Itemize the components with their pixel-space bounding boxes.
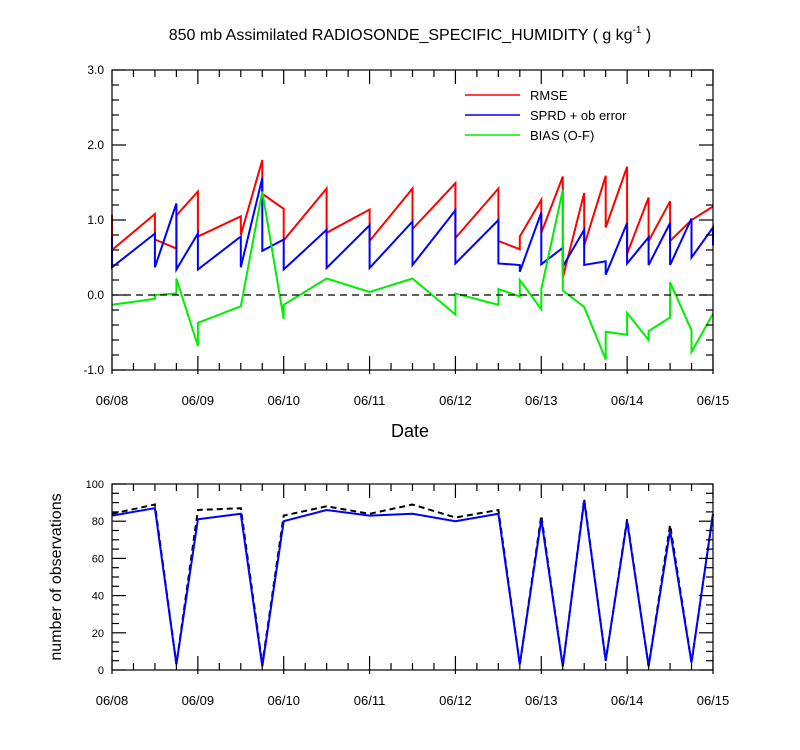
x-tick-label: 06/08 [96, 393, 129, 408]
y-tick-label: 0 [98, 665, 104, 677]
x-axis-label: Date [391, 421, 429, 441]
series-line-sprd-ob-error [111, 177, 714, 276]
legend-label: SPRD + ob error [530, 108, 627, 123]
y-tick-label: 2.0 [87, 138, 104, 152]
x-tick-label: 06/09 [182, 693, 215, 708]
y-tick-label: 80 [92, 516, 104, 528]
top-plot-frame [111, 69, 714, 371]
legend-label: BIAS (O-F) [530, 128, 594, 143]
bottom-ticks [111, 483, 714, 674]
y-axis-label-observations: number of observations [48, 493, 65, 660]
x-tick-label: 06/15 [697, 393, 730, 408]
y-tick-label: 40 [92, 591, 104, 603]
x-tick-label: 06/14 [611, 693, 644, 708]
bottom-plot-frame [111, 483, 714, 671]
x-tick-label: 06/10 [267, 693, 300, 708]
rmse-bias-panel: -1.0 0.0 1.0 2.0 3.0 06/08 06/09 06/10 06/11 06/1… [83, 63, 729, 408]
top-tick-labels: -1.0 0.0 1.0 2.0 3.0 06/08 06/09 06/10 06/11 06/1… [83, 63, 729, 408]
legend-label: RMSE [530, 88, 568, 103]
series-line-possible [111, 498, 714, 667]
chart-title: 850 mb Assimilated RADIOSONDE_SPECIFIC_H… [169, 25, 652, 44]
y-tick-label: 0.0 [87, 288, 104, 302]
bottom-tick-labels: 0 20 40 60 80 100 06/08 06/09 06/10 06/11 06/12 06/… [86, 479, 730, 708]
x-tick-label: 06/12 [439, 393, 472, 408]
y-tick-label: 60 [92, 553, 104, 565]
top-series-group [111, 159, 714, 360]
y-tick-label: 100 [86, 479, 104, 491]
series-line-assimilated [111, 500, 714, 667]
x-tick-label: 06/09 [182, 393, 215, 408]
x-tick-label: 06/14 [611, 393, 644, 408]
y-tick-label: 1.0 [87, 213, 104, 227]
bottom-series-group [111, 498, 714, 667]
x-tick-label: 06/11 [354, 393, 386, 408]
x-tick-label: 06/08 [96, 693, 129, 708]
x-tick-label: 06/13 [525, 693, 558, 708]
x-tick-label: 06/10 [267, 393, 300, 408]
y-tick-label: -1.0 [83, 363, 104, 377]
y-tick-label: 3.0 [87, 63, 104, 77]
series-line-bias-o-f [111, 189, 714, 360]
x-tick-label: 06/11 [354, 693, 386, 708]
x-tick-label: 06/12 [439, 693, 472, 708]
x-tick-label: 06/13 [525, 393, 558, 408]
y-tick-label: 20 [92, 628, 104, 640]
x-tick-label: 06/15 [697, 693, 730, 708]
observations-panel: 0 20 40 60 80 100 06/08 06/09 06/10 06/11 06/12 06/… [86, 479, 730, 708]
legend: RMSE SPRD + ob error BIAS (O-F) [465, 88, 627, 143]
